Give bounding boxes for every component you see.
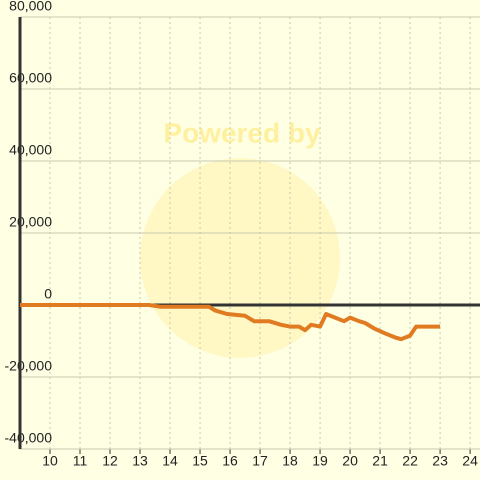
x-tick-label: 21	[372, 453, 388, 469]
x-tick-label: 15	[192, 453, 208, 469]
x-tick-label: 23	[432, 453, 448, 469]
y-tick-label: 40,000	[9, 142, 52, 158]
x-tick-label: 16	[222, 453, 238, 469]
x-tick-label: 12	[102, 453, 118, 469]
x-tick-label: 19	[312, 453, 328, 469]
y-tick-label: 60,000	[9, 70, 52, 86]
x-tick-label: 11	[73, 453, 88, 469]
y-tick-label: -20,000	[5, 358, 53, 374]
x-tick-label: 17	[252, 453, 268, 469]
x-tick-label: 24	[462, 453, 478, 469]
data-line	[20, 303, 441, 342]
x-tick-label: 14	[162, 453, 178, 469]
y-tick-label: 80,000	[9, 0, 52, 14]
x-tick-label: 10	[42, 453, 58, 469]
x-tick-label: 22	[402, 453, 418, 469]
x-tick-label: 18	[282, 453, 298, 469]
y-tick-label: -40,000	[5, 430, 53, 446]
y-tick-label: 20,000	[9, 214, 52, 230]
watermark: Powered by	[163, 117, 321, 148]
x-tick-label: 13	[132, 453, 148, 469]
y-tick-label: 0	[44, 286, 52, 302]
x-tick-label: 20	[342, 453, 358, 469]
